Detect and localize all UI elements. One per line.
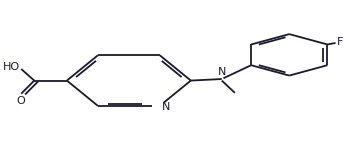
Text: N: N xyxy=(218,67,226,78)
Text: HO: HO xyxy=(2,62,20,72)
Text: N: N xyxy=(161,102,170,112)
Text: F: F xyxy=(337,37,344,47)
Text: O: O xyxy=(17,96,25,106)
